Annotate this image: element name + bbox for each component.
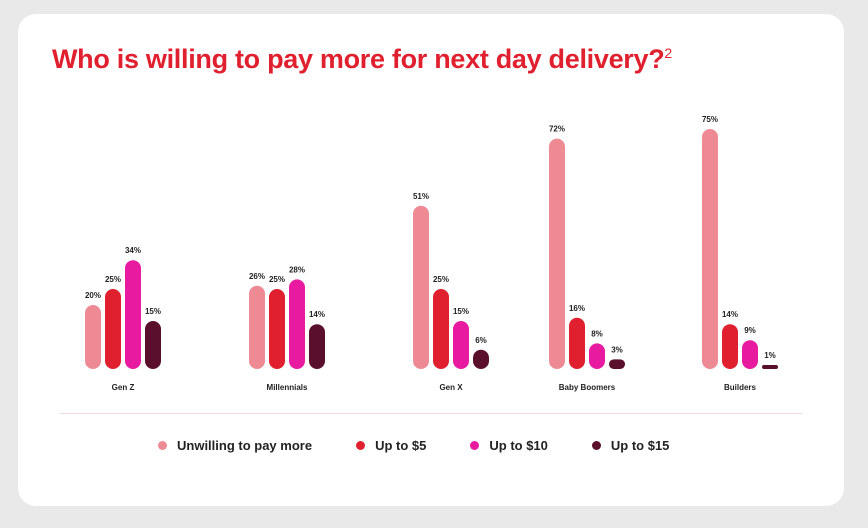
- bar-group-gen-x: 51% 25% 15% 6%: [413, 192, 489, 369]
- bar-group-baby-boomers: 72% 16% 8% 3%: [549, 125, 625, 369]
- bar-chart: 20% 25% 34% 15% Gen Z 26% 25% 28% 14% Millennials…: [85, 115, 778, 392]
- legend: Unwilling to pay more Up to $5 Up to $10 Up…: [158, 438, 713, 453]
- legend-swatch-up-to-5: [356, 441, 366, 450]
- data-label-millennials-unwilling-to-pay-more: 26%: [249, 272, 265, 281]
- data-label-gen-x-unwilling-to-pay-more: 51%: [413, 192, 429, 201]
- bar-baby-boomers-up-to-10: [589, 343, 605, 369]
- data-label-gen-x-up-to-5: 25%: [433, 275, 449, 284]
- divider: [60, 413, 802, 414]
- data-label-baby-boomers-up-to-5: 16%: [569, 304, 585, 313]
- data-label-millennials-up-to-5: 25%: [269, 275, 285, 284]
- bar-gen-z-up-to-5: [105, 289, 121, 369]
- bar-baby-boomers-unwilling-to-pay-more: [549, 138, 565, 369]
- data-label-gen-x-up-to-15: 6%: [475, 336, 487, 345]
- category-label-builders: Builders: [724, 383, 757, 392]
- category-label-baby-boomers: Baby Boomers: [559, 383, 616, 392]
- bar-gen-z-up-to-15: [145, 321, 161, 369]
- legend-item-up-to-15: Up to $15: [591, 438, 670, 453]
- legend-label-up-to-15: Up to $15: [610, 438, 670, 453]
- legend-item-up-to-5: Up to $5: [356, 438, 426, 453]
- bar-group-millennials: 26% 25% 28% 14%: [249, 265, 325, 369]
- data-label-millennials-up-to-15: 14%: [309, 310, 325, 319]
- bar-group-gen-z: 20% 25% 34% 15%: [85, 246, 161, 369]
- data-label-baby-boomers-unwilling-to-pay-more: 72%: [549, 125, 565, 134]
- category-label-gen-x: Gen X: [439, 383, 463, 392]
- legend-label-up-to-5: Up to $5: [375, 438, 427, 453]
- bar-gen-x-unwilling-to-pay-more: [413, 205, 429, 369]
- bar-group-builders: 75% 14% 9% 1%: [702, 115, 778, 369]
- data-label-gen-z-unwilling-to-pay-more: 20%: [85, 291, 101, 300]
- bar-gen-x-up-to-15: [473, 349, 489, 369]
- bar-builders-up-to-10: [742, 340, 758, 369]
- data-label-builders-up-to-10: 9%: [744, 326, 756, 335]
- legend-label-unwilling-to-pay-more: Unwilling to pay more: [177, 438, 313, 453]
- bar-builders-up-to-15: [762, 365, 778, 369]
- bar-gen-x-up-to-5: [433, 289, 449, 369]
- data-label-gen-z-up-to-15: 15%: [145, 307, 161, 316]
- bar-builders-up-to-5: [722, 324, 738, 369]
- category-label-millennials: Millennials: [267, 383, 308, 392]
- data-label-gen-z-up-to-10: 34%: [125, 246, 141, 255]
- chart-card: Who is willing to pay more for next day …: [18, 14, 844, 506]
- data-label-builders-unwilling-to-pay-more: 75%: [702, 115, 718, 124]
- legend-label-up-to-10: Up to $10: [489, 438, 548, 453]
- data-label-builders-up-to-15: 1%: [764, 351, 776, 360]
- data-label-millennials-up-to-10: 28%: [289, 265, 305, 274]
- title-footnote: 2: [664, 45, 672, 61]
- legend-item-unwilling-to-pay-more: Unwilling to pay more: [158, 438, 312, 453]
- chart-title: Who is willing to pay more for next day …: [52, 44, 672, 75]
- chart-title-text: Who is willing to pay more for next day …: [52, 44, 665, 74]
- bar-millennials-up-to-15: [309, 324, 325, 369]
- legend-swatch-up-to-15: [591, 441, 601, 450]
- category-label-gen-z: Gen Z: [112, 383, 135, 392]
- data-label-baby-boomers-up-to-15: 3%: [611, 345, 623, 354]
- data-label-baby-boomers-up-to-10: 8%: [591, 329, 603, 338]
- data-label-gen-x-up-to-10: 15%: [453, 307, 469, 316]
- bar-builders-unwilling-to-pay-more: [702, 129, 718, 369]
- legend-swatch-up-to-10: [470, 441, 480, 450]
- bar-gen-x-up-to-10: [453, 321, 469, 369]
- bar-millennials-unwilling-to-pay-more: [249, 285, 265, 369]
- legend-swatch-unwilling-to-pay-more: [158, 441, 167, 450]
- bar-baby-boomers-up-to-15: [609, 359, 625, 369]
- bar-millennials-up-to-10: [289, 279, 305, 369]
- bar-millennials-up-to-5: [269, 289, 285, 369]
- bar-baby-boomers-up-to-5: [569, 317, 585, 369]
- data-label-builders-up-to-5: 14%: [722, 310, 738, 319]
- legend-item-up-to-10: Up to $10: [470, 438, 548, 453]
- data-label-gen-z-up-to-5: 25%: [105, 275, 121, 284]
- bar-gen-z-unwilling-to-pay-more: [85, 305, 101, 369]
- bar-gen-z-up-to-10: [125, 260, 141, 369]
